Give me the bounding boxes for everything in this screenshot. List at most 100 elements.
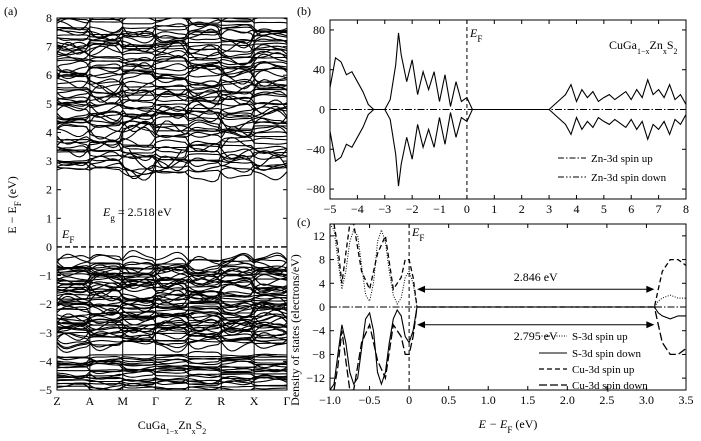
- band-line: [56, 44, 288, 60]
- band-line: [56, 301, 288, 320]
- x-tick-label: −4: [351, 202, 364, 216]
- band-line: [56, 38, 288, 61]
- y-tick-label: −1: [39, 269, 52, 283]
- band-line: [56, 252, 288, 272]
- x-tick-label: 8: [683, 202, 689, 216]
- kpoint-label: M: [117, 394, 128, 408]
- s-3d-spin-down-curve: [330, 306, 686, 390]
- band-line: [56, 354, 288, 364]
- kpoint-label: A: [86, 394, 95, 408]
- band-line: [56, 328, 288, 345]
- band-line: [56, 80, 288, 95]
- x-tick-label: −0.5: [359, 393, 381, 407]
- band-line: [56, 62, 288, 85]
- band-line: [56, 100, 288, 115]
- band-line: [56, 249, 288, 270]
- y-tick-label: 40: [313, 63, 325, 77]
- y-tick-label: 80: [313, 23, 325, 37]
- legend-label-zn-up: Zn-3d spin up: [591, 153, 653, 165]
- x-tick-label: 5: [601, 202, 607, 216]
- band-line: [56, 151, 288, 172]
- band-line: [56, 382, 288, 391]
- y-tick-label: 8: [46, 11, 52, 25]
- zn-dos-axes: −5 −4 −3 −2 −1 0 1 2 3 4 5 6 7 8 −80 −40 0 40 80: [306, 20, 689, 216]
- band-fermi-label: EF: [61, 227, 74, 245]
- x-tick-label: 1.0: [481, 393, 496, 407]
- band-line: [56, 257, 288, 277]
- zn-dos-legend: Zn-3d spin up Zn-3d spin down: [558, 153, 667, 184]
- band-line: [56, 362, 288, 372]
- s-cu-dos-axes: −1.0 −0.5 0 0.5 1.0 1.5 2.0 2.5 3.0 3.5 −12 −8 −4 0 4 8…: [306, 224, 694, 407]
- y-tick-label: 4: [319, 276, 325, 290]
- band-line: [56, 23, 288, 38]
- band-line: [56, 276, 288, 291]
- cu-3d-spin-down-curve: [333, 306, 686, 390]
- band-line: [56, 23, 288, 41]
- x-tick-label: 3: [546, 202, 552, 216]
- band-line: [56, 340, 288, 352]
- gap-arrow-head-right: [646, 285, 655, 293]
- band-axes: −5 −4 −3 −2 −1 0 1 2 3 4 5 6 7 8 Z A M Γ Z R X Γ: [39, 11, 290, 408]
- band-line: [56, 21, 288, 39]
- zn-dos-compound-label: CuGa1−xZnxS2: [609, 38, 678, 56]
- band-line: [56, 270, 288, 289]
- x-tick-label: −1: [433, 202, 446, 216]
- gap-label-background: [507, 328, 564, 344]
- clipped-curves: [330, 224, 686, 390]
- band-line: [56, 317, 288, 333]
- y-tick-label: 0: [319, 103, 325, 117]
- band-line: [56, 120, 288, 149]
- band-line: [56, 99, 288, 120]
- x-tick-label: −5: [324, 202, 337, 216]
- x-tick-label: 4: [573, 202, 579, 216]
- x-tick-label: 3.5: [679, 393, 694, 407]
- y-tick-label: 6: [46, 68, 52, 82]
- y-tick-label: 8: [319, 253, 325, 267]
- band-line: [56, 88, 288, 102]
- gap-arrow-head-left: [417, 285, 426, 293]
- y-tick-label: −40: [306, 142, 325, 156]
- band-line: [56, 279, 288, 298]
- legend-label-cu-down: Cu-3d spin down: [572, 380, 648, 392]
- band-line: [56, 145, 288, 161]
- band-line: [56, 139, 288, 158]
- panel-a-label: (a): [4, 4, 17, 18]
- kpoint-label: Γ: [152, 394, 159, 408]
- panel-b-label: (b): [297, 4, 311, 18]
- y-tick-label: −80: [306, 182, 325, 196]
- band-line: [56, 318, 288, 337]
- band-line: [56, 38, 288, 53]
- x-tick-label: 6: [628, 202, 634, 216]
- band-line: [56, 279, 288, 301]
- dos-y-axis-label: Density of states (electrons/eV): [288, 254, 302, 406]
- kpoint-label: Z: [185, 394, 192, 408]
- band-line: [56, 368, 288, 378]
- band-line: [56, 24, 288, 44]
- s-cu-dos-curves: 2.846 eV 2.795 eV: [330, 224, 686, 390]
- band-line: [56, 87, 288, 106]
- band-gap-label: Eg = 2.518 eV: [102, 205, 172, 223]
- band-line: [56, 365, 288, 375]
- band-line: [56, 350, 288, 358]
- x-tick-label: 7: [656, 202, 662, 216]
- band-x-axis-label: CuGa1−xZnxS2: [138, 418, 207, 436]
- band-line: [56, 274, 288, 294]
- kpoint-label: Z: [53, 394, 60, 408]
- band-line: [56, 263, 288, 276]
- gap-annotation-label: 2.795 eV: [514, 329, 558, 343]
- x-tick-label: −2: [406, 202, 419, 216]
- legend-label-zn-down: Zn-3d spin down: [591, 172, 667, 184]
- dos-x-axis-label: E − EF (eV): [478, 417, 538, 435]
- y-tick-label: −2: [39, 297, 52, 311]
- legend-label-s-up: S-3d spin up: [572, 331, 628, 343]
- band-line: [56, 106, 288, 125]
- y-tick-label: 0: [319, 300, 325, 314]
- y-tick-label: 3: [46, 154, 52, 168]
- s-cu-dos-panel: (c) Density of states (electrons/eV) 2.8…: [288, 215, 694, 435]
- legend-label-s-down: S-3d spin down: [572, 348, 642, 360]
- band-line: [56, 109, 288, 133]
- x-tick-label: −3: [378, 202, 391, 216]
- band-structure-panel: (a) −5 −4 −3 −2 −1 0 1 2 3 4 5 6 7 8 Z A M Γ Z R X Γ E − EF(e…: [4, 4, 291, 436]
- y-tick-label: 7: [46, 40, 52, 54]
